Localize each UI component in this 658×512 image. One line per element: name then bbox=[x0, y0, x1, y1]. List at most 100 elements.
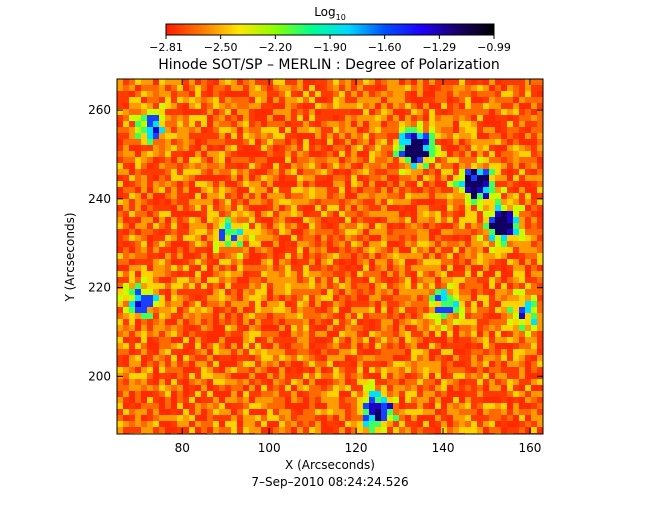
heatmap-cell bbox=[459, 79, 465, 85]
heatmap-cell bbox=[375, 169, 381, 175]
heatmap-cell bbox=[309, 121, 315, 127]
heatmap-cell bbox=[531, 205, 537, 211]
heatmap-cell bbox=[117, 397, 123, 403]
heatmap-cell bbox=[393, 229, 399, 235]
heatmap-cell bbox=[441, 277, 447, 283]
heatmap-cell bbox=[297, 289, 303, 295]
heatmap-cell bbox=[267, 349, 273, 355]
heatmap-cell bbox=[327, 355, 333, 361]
heatmap-cell bbox=[351, 187, 357, 193]
heatmap-cell bbox=[255, 349, 261, 355]
heatmap-cell bbox=[369, 247, 375, 253]
heatmap-cell bbox=[219, 97, 225, 103]
heatmap-cell bbox=[165, 181, 171, 187]
heatmap-cell bbox=[477, 415, 483, 421]
heatmap-cell bbox=[213, 139, 219, 145]
heatmap-cell bbox=[363, 217, 369, 223]
heatmap-cell bbox=[471, 307, 477, 313]
heatmap-cell bbox=[315, 199, 321, 205]
heatmap-cell bbox=[381, 223, 387, 229]
heatmap-cell bbox=[435, 217, 441, 223]
heatmap-cell bbox=[531, 163, 537, 169]
heatmap-cell bbox=[387, 373, 393, 379]
heatmap-cell bbox=[465, 103, 471, 109]
heatmap-cell bbox=[393, 145, 399, 151]
heatmap-cell bbox=[261, 253, 267, 259]
heatmap-cell bbox=[123, 385, 129, 391]
heatmap-cell bbox=[339, 85, 345, 91]
heatmap-cell bbox=[381, 319, 387, 325]
heatmap-cell bbox=[465, 253, 471, 259]
heatmap-cell bbox=[279, 289, 285, 295]
heatmap-cell bbox=[345, 133, 351, 139]
heatmap-cell bbox=[453, 115, 459, 121]
heatmap-cell bbox=[351, 97, 357, 103]
chart-title: Hinode SOT/SP – MERLIN : Degree of Polar… bbox=[158, 57, 500, 73]
heatmap-cell bbox=[267, 403, 273, 409]
heatmap-cell bbox=[291, 205, 297, 211]
heatmap-cell bbox=[153, 229, 159, 235]
heatmap-cell bbox=[381, 217, 387, 223]
colorbar-tick-label: −0.99 bbox=[477, 41, 511, 54]
heatmap-cell bbox=[327, 325, 333, 331]
heatmap-cell bbox=[351, 409, 357, 415]
heatmap-cell bbox=[459, 85, 465, 91]
heatmap-cell bbox=[363, 385, 369, 391]
heatmap-cell bbox=[405, 193, 411, 199]
heatmap-cell bbox=[399, 367, 405, 373]
heatmap-cell bbox=[117, 97, 123, 103]
heatmap-cell bbox=[231, 193, 237, 199]
heatmap-cell bbox=[231, 331, 237, 337]
heatmap-cell bbox=[537, 241, 543, 247]
heatmap-cell bbox=[123, 373, 129, 379]
heatmap-cell bbox=[375, 289, 381, 295]
heatmap-cell bbox=[237, 109, 243, 115]
heatmap-cell bbox=[117, 379, 123, 385]
heatmap-cell bbox=[135, 79, 141, 85]
heatmap-cell bbox=[285, 427, 291, 433]
heatmap-cell bbox=[369, 163, 375, 169]
heatmap-cell bbox=[171, 415, 177, 421]
heatmap-cell bbox=[411, 373, 417, 379]
heatmap-cell bbox=[327, 97, 333, 103]
heatmap-cell bbox=[243, 283, 249, 289]
heatmap-cell bbox=[339, 133, 345, 139]
heatmap-cell bbox=[135, 415, 141, 421]
heatmap-cell bbox=[135, 121, 141, 127]
heatmap-cell bbox=[141, 307, 147, 313]
heatmap-cell bbox=[321, 175, 327, 181]
heatmap-cell bbox=[453, 247, 459, 253]
heatmap-cell bbox=[129, 295, 135, 301]
heatmap-cell bbox=[369, 79, 375, 85]
heatmap-cell bbox=[471, 223, 477, 229]
heatmap-cell bbox=[459, 121, 465, 127]
heatmap-cell bbox=[141, 115, 147, 121]
heatmap-cell bbox=[189, 283, 195, 289]
heatmap-cell bbox=[255, 283, 261, 289]
heatmap-cell bbox=[531, 289, 537, 295]
heatmap-cell bbox=[519, 145, 525, 151]
heatmap-cell bbox=[507, 379, 513, 385]
heatmap-cell bbox=[171, 151, 177, 157]
heatmap-cell bbox=[393, 97, 399, 103]
heatmap-cell bbox=[513, 427, 519, 433]
heatmap-cell bbox=[123, 211, 129, 217]
heatmap-cell bbox=[525, 409, 531, 415]
heatmap-cell bbox=[189, 235, 195, 241]
heatmap-cell bbox=[303, 367, 309, 373]
heatmap-cell bbox=[123, 325, 129, 331]
heatmap-cell bbox=[501, 391, 507, 397]
heatmap-cell bbox=[297, 427, 303, 433]
heatmap-cell bbox=[423, 397, 429, 403]
heatmap-cell bbox=[303, 145, 309, 151]
heatmap-cell bbox=[339, 151, 345, 157]
heatmap-cell bbox=[303, 283, 309, 289]
heatmap-cell bbox=[231, 133, 237, 139]
heatmap-cell bbox=[291, 115, 297, 121]
heatmap-cell bbox=[279, 169, 285, 175]
heatmap-cell bbox=[123, 295, 129, 301]
heatmap-cell bbox=[381, 193, 387, 199]
heatmap-cell bbox=[303, 157, 309, 163]
colorbar-title: Log10 bbox=[314, 5, 346, 22]
colorbar-title-sub: 10 bbox=[336, 13, 346, 22]
